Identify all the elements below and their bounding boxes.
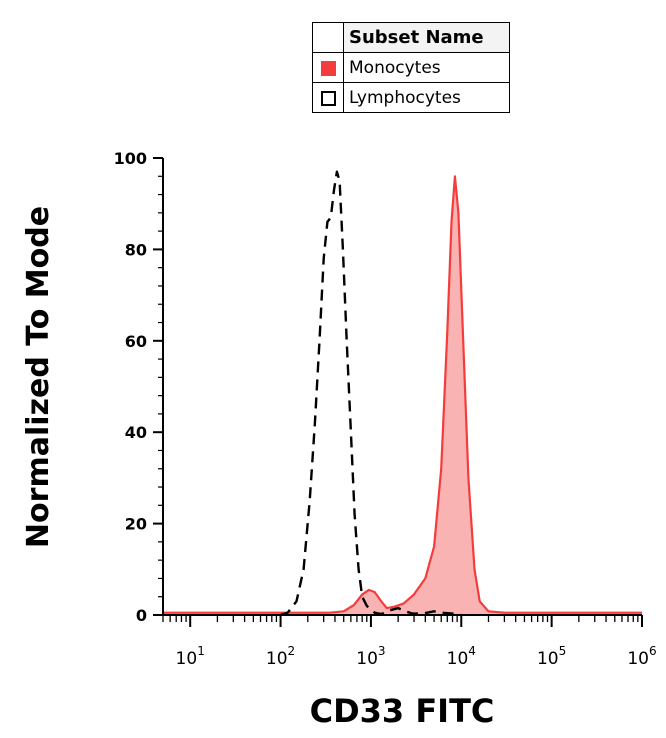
x-tick-label-base: 10 <box>627 649 649 669</box>
x-tick-label-base: 10 <box>356 649 378 669</box>
series-area-monocytes <box>163 176 642 616</box>
x-tick-label-base: 10 <box>537 649 559 669</box>
x-tick-label-exponent: 2 <box>288 644 296 658</box>
y-tick-label: 80 <box>125 240 147 259</box>
legend: Subset Name Monocytes Lymphocytes <box>312 22 510 113</box>
y-tick-label: 60 <box>125 332 147 351</box>
legend-header-blank <box>312 22 344 53</box>
outline-square-icon <box>320 91 336 106</box>
x-tick-label-exponent: 1 <box>197 644 205 658</box>
x-tick-label-exponent: 5 <box>559 644 567 658</box>
x-tick-label: 105 <box>537 644 566 669</box>
x-tick-label-exponent: 4 <box>468 644 476 658</box>
x-tick-label: 104 <box>447 644 476 669</box>
legend-item-lymphocytes: Lymphocytes <box>312 82 510 113</box>
y-tick-label: 40 <box>125 423 147 442</box>
x-tick-label: 106 <box>627 644 656 669</box>
legend-swatch-cell <box>312 52 344 83</box>
legend-item-label: Lymphocytes <box>343 82 510 113</box>
x-axis-title: CD33 FITC <box>310 692 495 730</box>
y-tick-label: 0 <box>136 606 147 625</box>
filled-square-icon <box>320 61 336 76</box>
y-axis-title: Normalized To Mode <box>21 206 56 548</box>
x-tick-label-base: 10 <box>176 649 198 669</box>
y-tick-label: 20 <box>125 515 147 534</box>
x-tick-label-exponent: 3 <box>378 644 386 658</box>
series-layer <box>163 170 642 617</box>
x-tick-label-base: 10 <box>447 649 469 669</box>
x-tick-label-base: 10 <box>266 649 288 669</box>
x-tick-label: 103 <box>356 644 385 669</box>
y-tick-label: 100 <box>114 149 147 168</box>
series-line-lymphocytes <box>280 170 462 617</box>
x-tick-label-exponent: 6 <box>649 644 657 658</box>
x-tick-label: 102 <box>266 644 295 669</box>
x-tick-label: 101 <box>176 644 205 669</box>
series-line-monocytes <box>163 175 642 614</box>
